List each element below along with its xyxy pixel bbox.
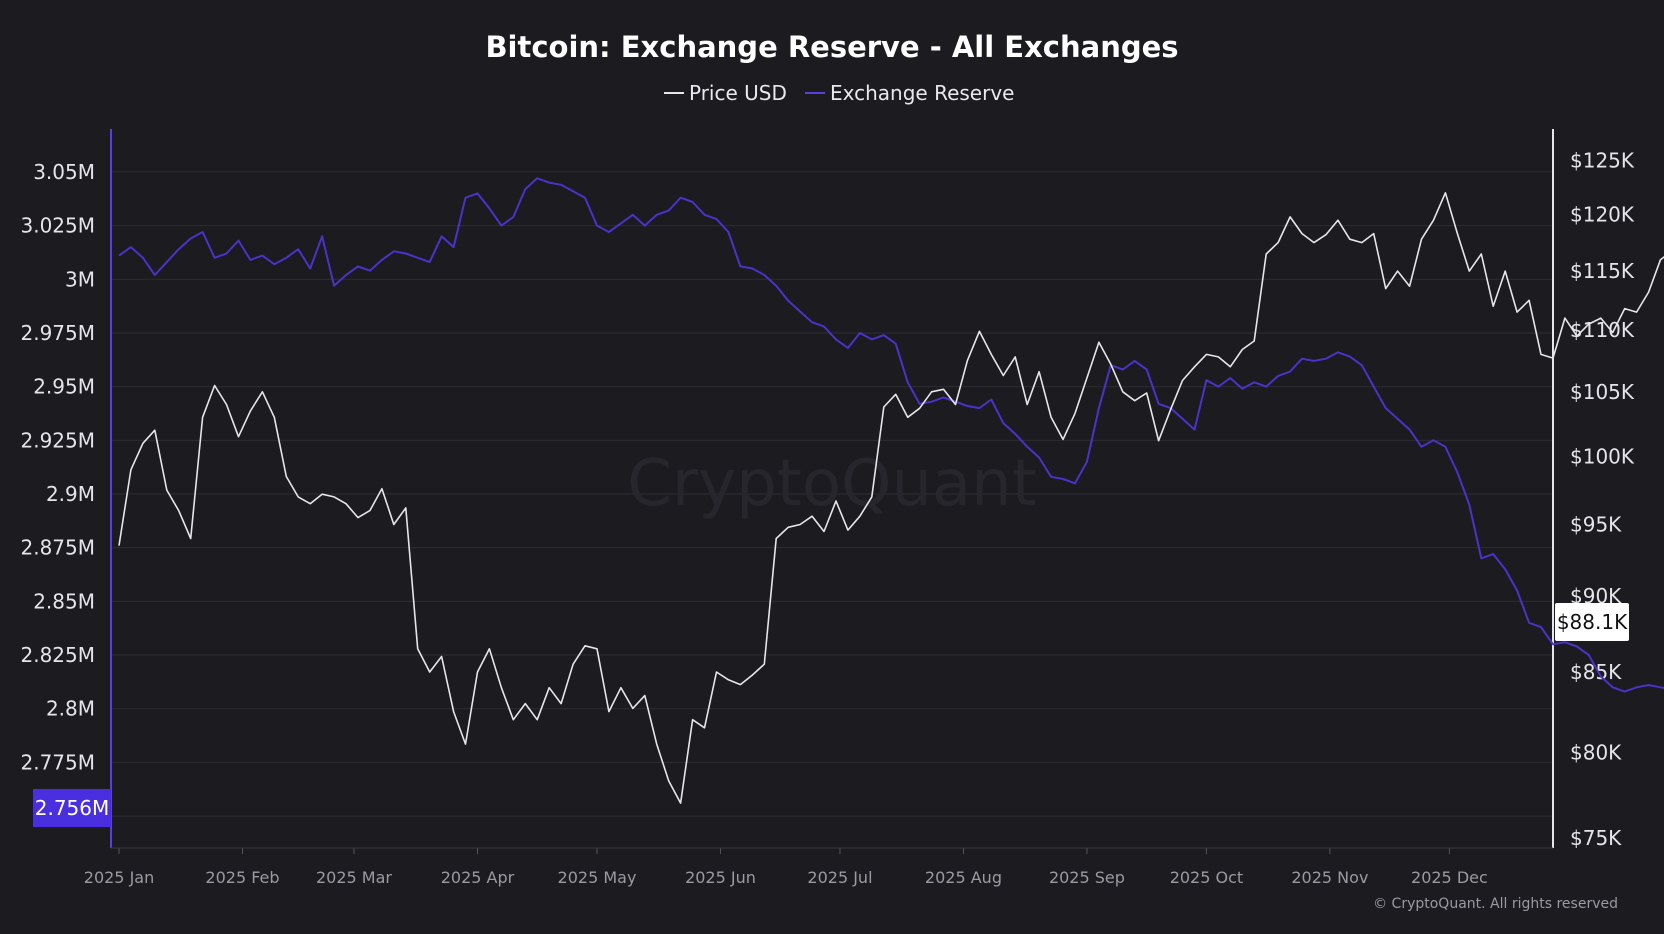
chart-title: Bitcoin: Exchange Reserve - All Exchange… bbox=[485, 30, 1178, 64]
series-line-price-usd bbox=[118, 192, 1664, 804]
left-tick-label: 2.775M bbox=[20, 750, 95, 774]
right-tick-label: $75K bbox=[1570, 826, 1622, 850]
watermark: CryptoQuant bbox=[627, 447, 1037, 521]
right-tick-label: $80K bbox=[1570, 740, 1622, 764]
series-line-exchange-reserve bbox=[118, 177, 1664, 693]
x-tick-label: 2025 Sep bbox=[1049, 868, 1125, 887]
right-tick-label: $125K bbox=[1570, 149, 1635, 173]
x-tick-label: 2025 May bbox=[558, 868, 637, 887]
left-tick-label: 2.8M bbox=[46, 697, 95, 721]
left-tick-label: 2.975M bbox=[20, 321, 95, 345]
right-tick-label: $110K bbox=[1570, 318, 1635, 342]
price-badge-label: $88.1K bbox=[1557, 610, 1628, 634]
right-tick-label: $100K bbox=[1570, 444, 1635, 468]
left-tick-label: 2.875M bbox=[20, 536, 95, 560]
x-tick-label: 2025 Jul bbox=[807, 868, 872, 887]
copyright-notice: © CryptoQuant. All rights reserved bbox=[1373, 896, 1618, 912]
grid-lines bbox=[111, 171, 1553, 817]
price-value-badge: $88.1K bbox=[1555, 603, 1629, 641]
x-tick-label: 2025 Nov bbox=[1291, 868, 1368, 887]
right-tick-label: $120K bbox=[1570, 203, 1635, 227]
right-tick-label: $95K bbox=[1570, 513, 1622, 537]
left-tick-label: 3.025M bbox=[20, 214, 95, 238]
right-axis-ticks: $125K$120K$115K$110K$105K$100K$95K$90K$8… bbox=[1570, 149, 1635, 850]
left-tick-label: 2.95M bbox=[33, 375, 95, 399]
x-tick-label: 2025 Aug bbox=[925, 868, 1002, 887]
x-axis-ticks: 2025 Jan 2025 Feb 2025 Mar 2025 Apr 2025 May… bbox=[84, 848, 1488, 887]
x-tick-label: 2025 Mar bbox=[316, 868, 392, 887]
legend-label-price: Price USD bbox=[689, 81, 787, 105]
x-tick-label: 2025 Jan bbox=[84, 868, 154, 887]
left-tick-label: 2.85M bbox=[33, 589, 95, 613]
reserve-value-badge: 2.756M bbox=[33, 789, 111, 827]
left-tick-label: 2.825M bbox=[20, 643, 95, 667]
price-badge-background bbox=[1555, 603, 1629, 641]
x-tick-label: 2025 Dec bbox=[1411, 868, 1488, 887]
reserve-badge-background bbox=[33, 789, 111, 827]
x-tick-label: 2025 Oct bbox=[1170, 868, 1243, 887]
legend-label-reserve: Exchange Reserve bbox=[830, 81, 1014, 105]
left-tick-label: 2.9M bbox=[46, 482, 95, 506]
right-tick-label: $105K bbox=[1570, 380, 1635, 404]
legend: Price USD Exchange Reserve bbox=[664, 81, 1014, 105]
x-tick-label: 2025 Jun bbox=[685, 868, 756, 887]
left-tick-label: 3M bbox=[65, 267, 95, 291]
right-tick-label: $85K bbox=[1570, 660, 1622, 684]
right-tick-label: $115K bbox=[1570, 259, 1635, 283]
left-tick-label: 2.925M bbox=[20, 428, 95, 452]
x-tick-label: 2025 Apr bbox=[441, 868, 515, 887]
left-tick-label: 3.05M bbox=[33, 160, 95, 184]
left-axis-ticks: 3.05M 3.025M 3M 2.975M 2.95M 2.925M 2.9M 2.875M… bbox=[20, 160, 95, 828]
x-tick-label: 2025 Feb bbox=[205, 868, 279, 887]
reserve-badge-label: 2.756M bbox=[35, 796, 110, 820]
